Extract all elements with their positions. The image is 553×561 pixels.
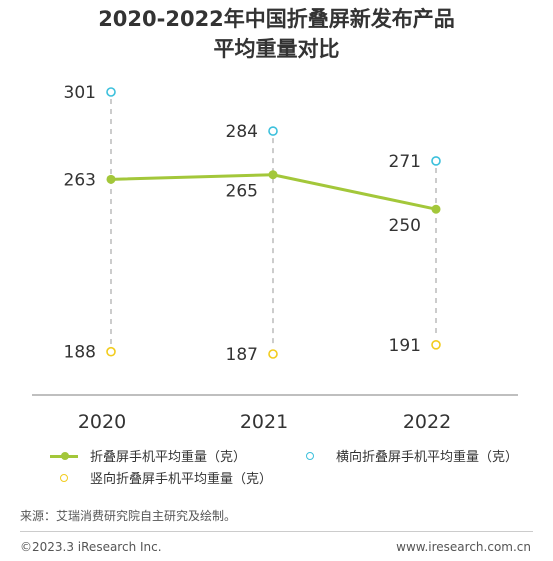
point-vertical <box>268 349 278 359</box>
point-fold-phone <box>431 204 441 214</box>
point-fold-phone <box>268 170 278 180</box>
data-label-vertical: 187 <box>226 345 258 365</box>
legend-label-horizontal: 横向折叠屏手机平均重量（克） <box>336 450 519 465</box>
data-label-fold-phone: 265 <box>226 182 258 202</box>
data-label-horizontal: 271 <box>389 152 421 172</box>
legend-item-vertical: 竖向折叠屏手机平均重量（克） <box>44 468 272 487</box>
chart-title: 2020-2022年中国折叠屏新发布产品 平均重量对比 <box>0 4 553 64</box>
dash-guides <box>110 99 437 347</box>
point-fold-phone <box>106 174 116 184</box>
footer-divider <box>20 531 533 532</box>
x-tick-label: 2020 <box>78 411 126 433</box>
point-horizontal <box>268 126 278 136</box>
point-horizontal <box>431 156 441 166</box>
data-label-vertical: 188 <box>64 343 96 363</box>
point-horizontal <box>106 87 116 97</box>
legend: 折叠屏手机平均重量（克） 横向折叠屏手机平均重量（克） 竖向折叠屏手机平均重量（… <box>44 444 524 488</box>
x-tick-layer: 2020 2021 2022 <box>78 411 451 433</box>
x-tick-label: 2022 <box>403 411 451 433</box>
x-tick-label: 2021 <box>240 411 288 433</box>
website-url: www.iresearch.com.cn <box>396 540 531 554</box>
chart-plot: 301 284 271 188 187 191 263 265 250 2020 2021 2022 <box>32 83 518 433</box>
legend-yellow-circle <box>44 471 84 485</box>
point-vertical <box>106 346 116 357</box>
chart-title-line1: 2020-2022年中国折叠屏新发布产品 <box>98 7 455 31</box>
chart-title-line2: 平均重量对比 <box>213 37 340 61</box>
copyright: ©2023.3 iResearch Inc. <box>20 540 162 554</box>
legend-label-vertical: 竖向折叠屏手机平均重量（克） <box>90 472 273 487</box>
point-layer <box>106 87 441 359</box>
point-vertical <box>431 340 441 350</box>
source-note: 来源：艾瑞消费研究院自主研究及绘制。 <box>20 509 237 523</box>
legend-label-fold-phone: 折叠屏手机平均重量（克） <box>90 450 247 465</box>
legend-item-fold-phone: 折叠屏手机平均重量（克） <box>44 446 246 465</box>
data-label-horizontal: 301 <box>64 83 96 103</box>
legend-cyan-circle <box>290 449 330 463</box>
legend-item-horizontal: 横向折叠屏手机平均重量（克） <box>290 446 518 465</box>
data-label-vertical: 191 <box>389 336 421 356</box>
data-label-horizontal: 284 <box>226 122 258 142</box>
data-label-fold-phone: 250 <box>389 216 421 236</box>
data-label-layer: 301 284 271 188 187 191 263 265 250 <box>64 83 421 365</box>
legend-line-swatch <box>44 449 84 463</box>
data-label-fold-phone: 263 <box>64 170 96 190</box>
